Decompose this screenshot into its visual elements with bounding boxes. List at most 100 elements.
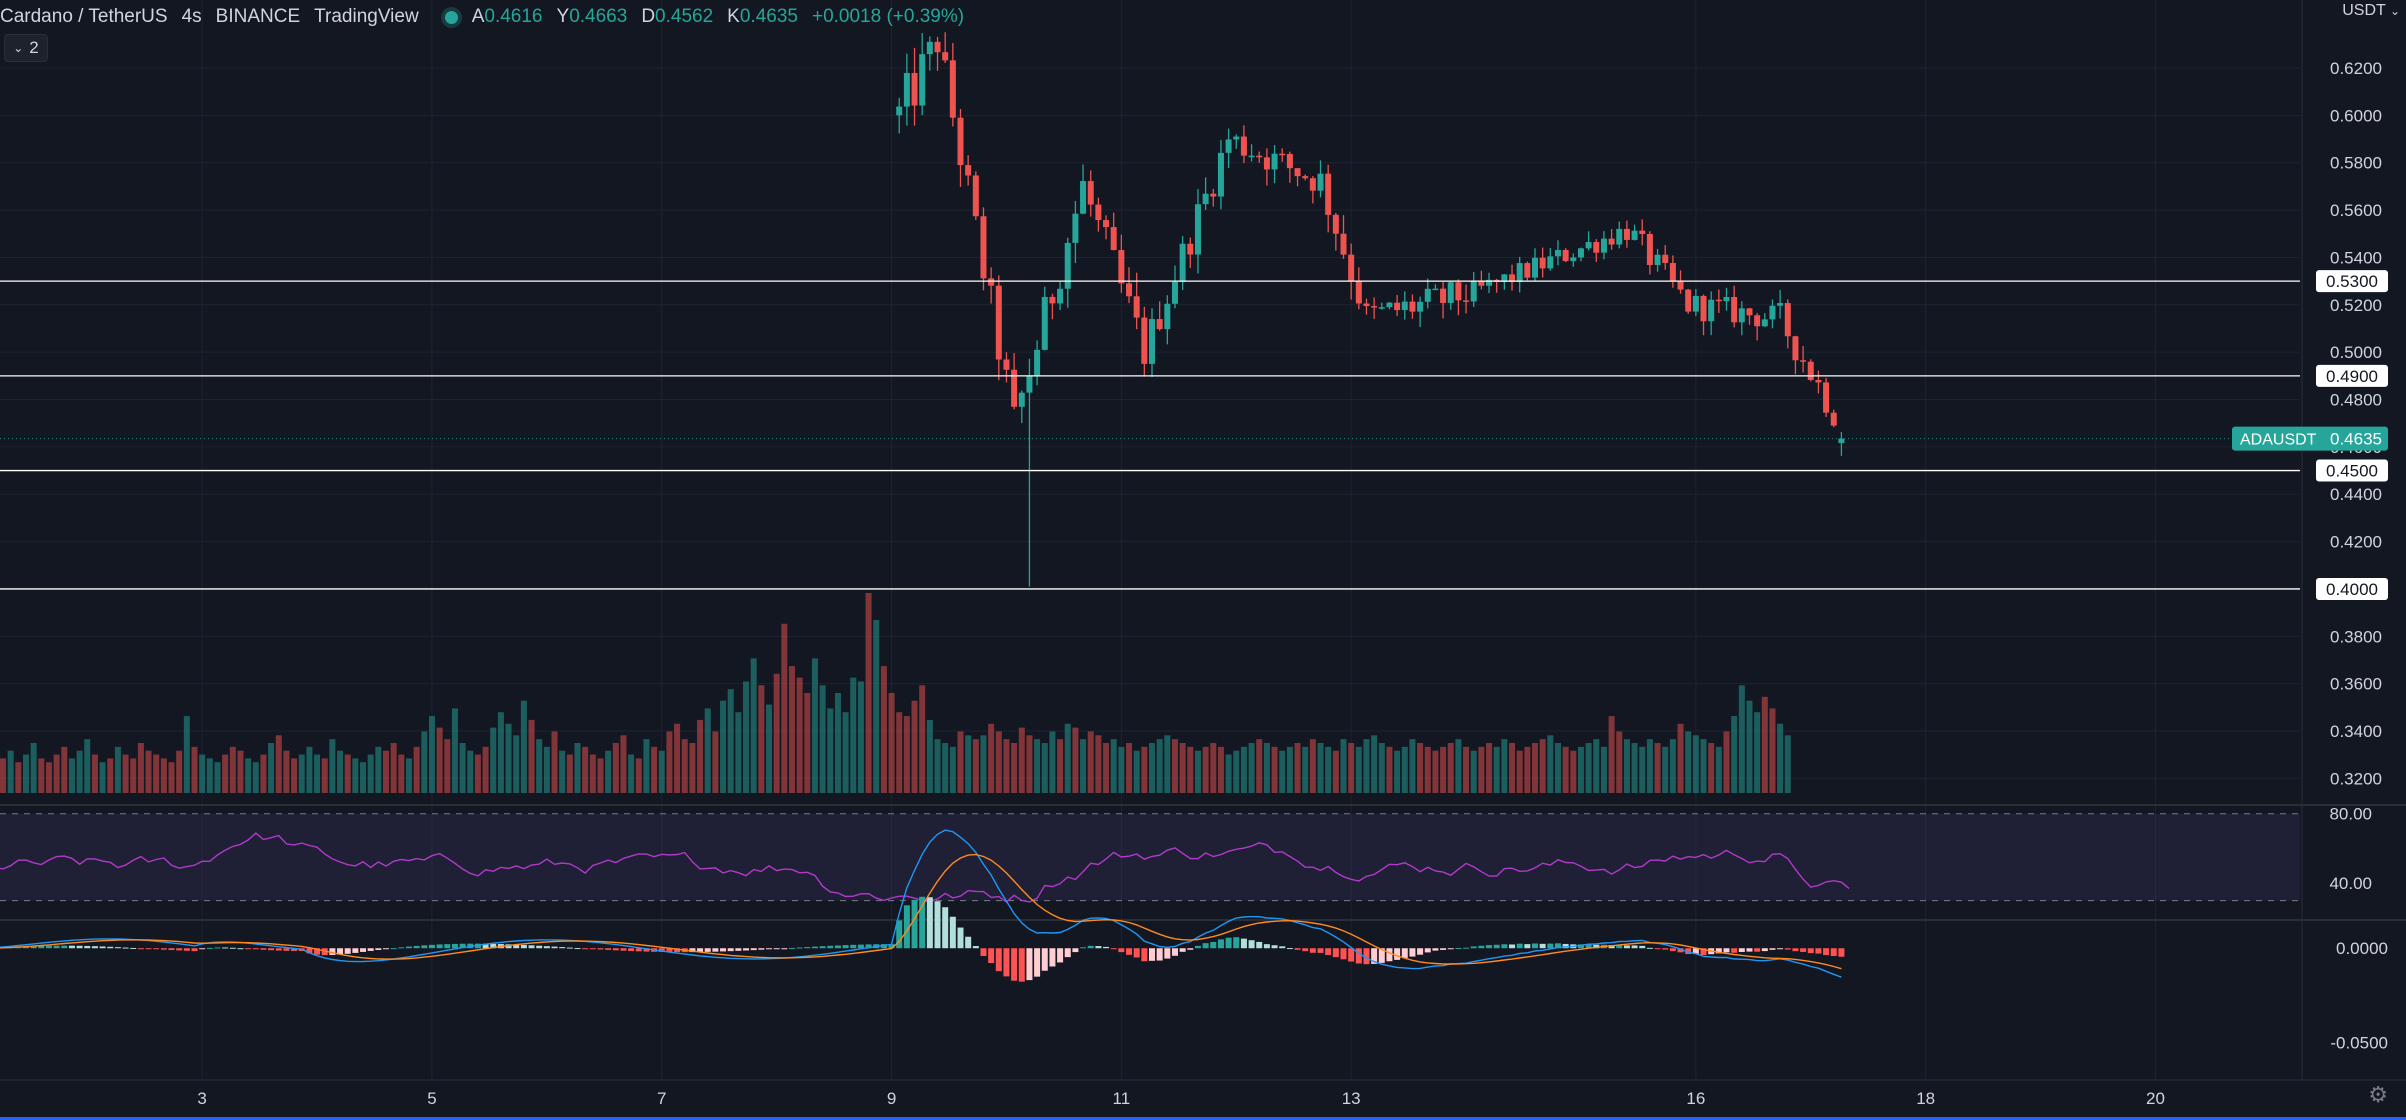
candle-body [1156, 319, 1163, 330]
macd-histogram-bar [1677, 948, 1684, 953]
macd-histogram-bar [903, 905, 910, 949]
volume-bar [314, 754, 321, 793]
candle-body [1133, 296, 1140, 318]
macd-histogram-bar [183, 948, 190, 951]
volume-bar [107, 758, 114, 793]
volume-bar [1470, 750, 1477, 793]
time-axis[interactable]: 3579111316182023252730Haz36 [197, 1089, 2406, 1108]
candle-body [1110, 227, 1117, 251]
macd-histogram-bar [1386, 948, 1393, 962]
level-label-box[interactable] [2316, 270, 2388, 293]
volume-bar [635, 758, 642, 793]
volume-bar [674, 723, 681, 793]
ohlc-low: D0.4562 [641, 6, 714, 27]
macd-histogram-bar [743, 948, 750, 951]
candle-body [1217, 152, 1224, 197]
volume-bar [1761, 696, 1768, 793]
volume-bar [1524, 746, 1531, 793]
price-tick-label: 0.3400 [2330, 722, 2382, 741]
level-label: 0.4900 [2326, 367, 2378, 386]
volume-bar [1639, 746, 1646, 793]
volume-bar [1133, 750, 1140, 793]
macd-histogram-bar [199, 948, 206, 950]
volume-bar [1309, 739, 1316, 793]
volume-bar [298, 754, 305, 793]
candle-body [1294, 168, 1301, 177]
candle-body [1202, 193, 1209, 205]
volume-bar [1700, 739, 1707, 793]
volume-bar [750, 658, 757, 793]
market-status-icon[interactable] [444, 10, 458, 24]
volume-bar [727, 689, 734, 793]
candle-body [1041, 296, 1048, 350]
currency-selector[interactable]: USDT ⌄ [2342, 2, 2400, 20]
macd-histogram-bar [1018, 948, 1025, 982]
volume-bar [1034, 739, 1041, 793]
macd-histogram-bar [735, 948, 742, 951]
volume-bar [1355, 746, 1362, 793]
price-tick-label: 0.5000 [2330, 343, 2382, 362]
macd-histogram-bar [1340, 948, 1347, 960]
macd-histogram-bar [1532, 943, 1538, 949]
price-tick-label: 0.4800 [2330, 391, 2382, 410]
volume-bar [1003, 739, 1010, 793]
macd-histogram-bar [306, 948, 313, 954]
volume-bar [1631, 743, 1638, 793]
macd-histogram-bar [697, 948, 704, 953]
macd-histogram-bar [781, 948, 788, 950]
candle-body [1087, 181, 1094, 205]
candle-body [1600, 238, 1607, 253]
macd-histogram-bar [980, 948, 987, 956]
volume-bar [1057, 739, 1064, 793]
candle-body [1777, 303, 1784, 306]
level-label-box[interactable] [2316, 459, 2388, 482]
volume-bar [1623, 739, 1630, 793]
last-price-value: 0.4635 [2330, 430, 2382, 449]
volume-bar [122, 754, 129, 793]
volume-bar [1708, 743, 1715, 793]
volume-bar [1455, 739, 1462, 793]
macd-histogram-bar [1302, 948, 1309, 952]
macd-histogram-bar [842, 945, 849, 949]
candle-body [1126, 283, 1133, 297]
volume-bar [1095, 735, 1102, 793]
indicators-collapse-button[interactable]: ⌄ 2 [4, 34, 48, 62]
candlestick-series [0, 32, 2300, 587]
symbol-title[interactable]: Cardano / TetherUS [0, 6, 168, 27]
volume-bar [229, 746, 236, 793]
candle-body [1723, 297, 1730, 302]
macd-histogram-bar [628, 948, 635, 952]
macd-histogram-bar [1562, 943, 1569, 949]
macd-histogram-bar [1217, 939, 1224, 949]
candle-body [1669, 262, 1676, 281]
volume-bar [153, 754, 160, 793]
candle-body [1340, 233, 1347, 255]
macd-histogram-bar [1493, 944, 1500, 949]
macd-histogram-bar [1585, 944, 1592, 949]
gear-icon[interactable]: ⚙ [2368, 1082, 2388, 1107]
interval-label[interactable]: 4s [181, 6, 202, 27]
provider-label: TradingView [314, 6, 419, 27]
volume-bar [1731, 716, 1738, 793]
volume-bar [245, 758, 252, 793]
volume-bar [30, 743, 37, 793]
price-axis[interactable]: 0.3200 0.3400 0.3600 0.3800 0.4000 0.4200 0.44… [2232, 59, 2388, 1052]
volume-bar [628, 754, 635, 793]
macd-histogram-bar [413, 945, 420, 949]
volume-bar [1440, 746, 1447, 793]
volume-bar [22, 754, 29, 793]
candle-body [1386, 302, 1393, 308]
level-label-box[interactable] [2316, 364, 2388, 387]
volume-bar [237, 750, 244, 793]
horizontal-levels[interactable] [0, 280, 2300, 590]
macd-histogram-bar [1554, 943, 1561, 949]
level-label-box[interactable] [2316, 577, 2388, 600]
volume-bar [827, 708, 834, 793]
volume-bar [1784, 735, 1791, 793]
time-tick-label: 11 [1113, 1089, 1131, 1108]
volume-bar [1087, 731, 1094, 793]
volume-bar [168, 762, 175, 793]
macd-histogram-bar [1286, 948, 1293, 950]
volume-bar [980, 735, 987, 793]
